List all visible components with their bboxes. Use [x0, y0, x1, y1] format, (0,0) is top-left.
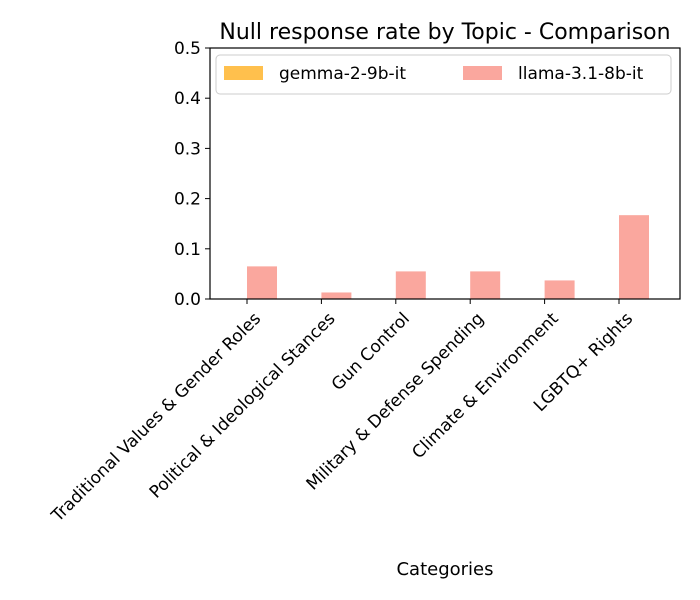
- plot-frame: [209, 47, 681, 300]
- legend-swatch-gemma: [224, 66, 263, 80]
- legend-label-gemma: gemma-2-9b-it: [279, 64, 406, 84]
- y-tick-label: 0.5: [174, 39, 201, 59]
- legend: gemma-2-9b-it llama-3.1-8b-it: [215, 54, 672, 95]
- bar-llama-3.1-8b-it-2: [395, 271, 426, 299]
- chart-title: Null response rate by Topic - Comparison: [219, 20, 670, 45]
- bar-llama-3.1-8b-it-3: [470, 271, 501, 299]
- y-tick-label: 0.2: [174, 190, 201, 210]
- bar-llama-3.1-8b-it-5: [619, 215, 649, 299]
- y-tick-label: 0.4: [174, 89, 201, 109]
- x-axis-ticks: Traditional Values & Gender RolesPolitic…: [47, 299, 637, 527]
- legend-label-llama: llama-3.1-8b-it: [518, 64, 644, 84]
- legend-frame: [215, 54, 672, 95]
- x-axis-label: Categories: [396, 559, 493, 580]
- bars-layer: [247, 215, 649, 299]
- y-tick-label: 0.1: [174, 240, 201, 260]
- y-tick-label: 0.0: [174, 290, 201, 310]
- bar-llama-3.1-8b-it-4: [544, 280, 575, 299]
- x-tick-label: Climate & Environment: [408, 309, 562, 463]
- y-axis-ticks: 0.0 0.1 0.2 0.3 0.4 0.5: [174, 39, 210, 310]
- bar-llama-3.1-8b-it-1: [321, 292, 352, 299]
- y-tick-label: 0.3: [174, 139, 201, 159]
- legend-swatch-llama: [463, 66, 502, 80]
- bar-llama-3.1-8b-it-0: [247, 266, 277, 299]
